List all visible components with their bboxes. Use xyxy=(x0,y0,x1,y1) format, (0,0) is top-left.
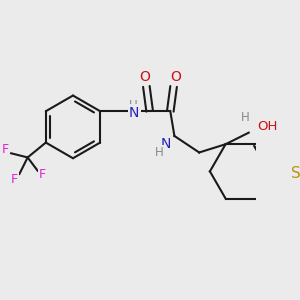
Text: O: O xyxy=(139,70,150,83)
Text: OH: OH xyxy=(257,120,277,133)
Text: F: F xyxy=(2,143,9,157)
Text: H: H xyxy=(129,99,137,112)
Text: H: H xyxy=(241,111,250,124)
Text: S: S xyxy=(291,166,300,181)
Text: N: N xyxy=(129,106,140,120)
Text: F: F xyxy=(39,168,46,181)
Text: H: H xyxy=(155,146,164,159)
Text: O: O xyxy=(170,70,181,83)
Text: N: N xyxy=(161,137,171,151)
Text: F: F xyxy=(11,173,18,186)
